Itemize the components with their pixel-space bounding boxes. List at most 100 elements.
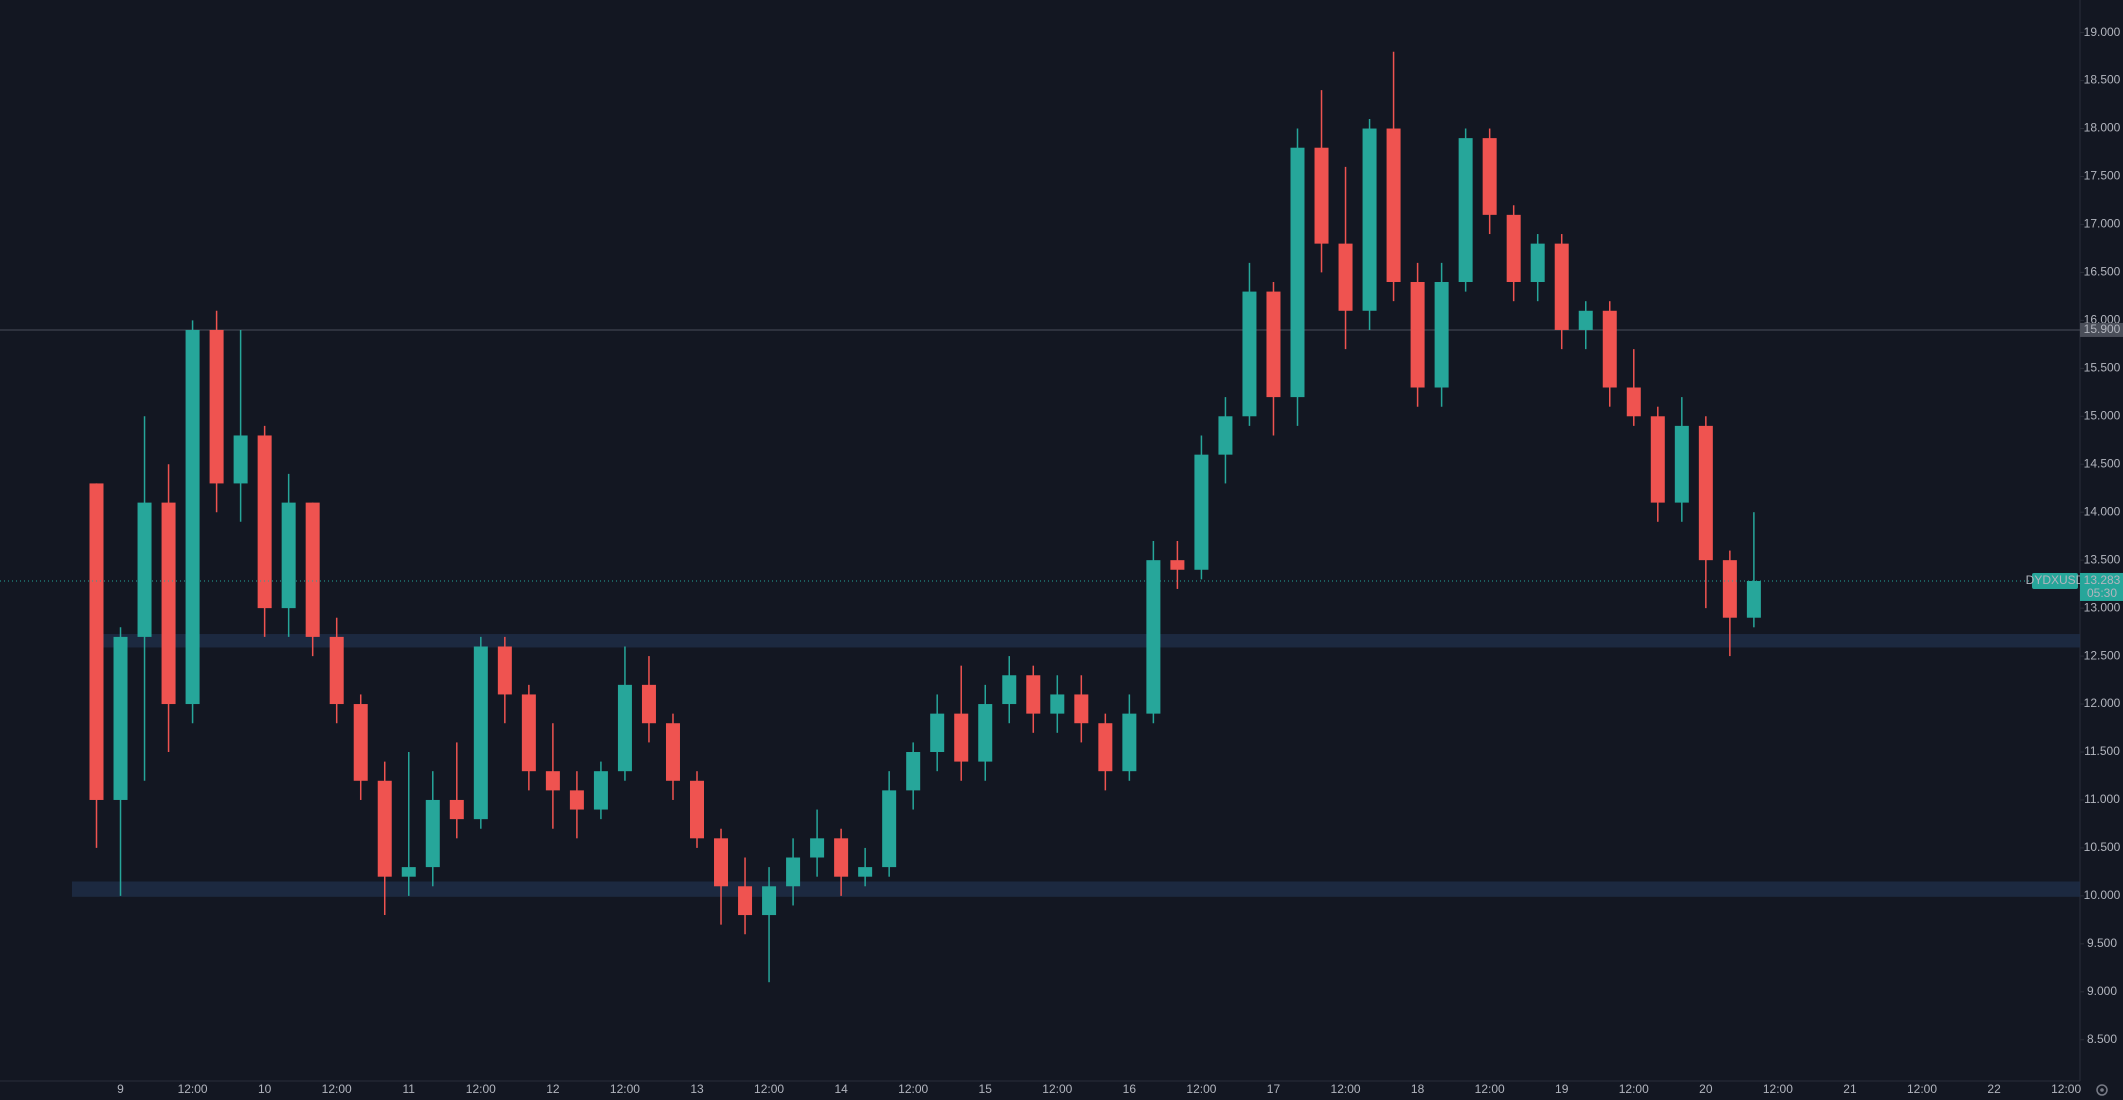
- candle-body: [617, 684, 632, 772]
- candle-body: [930, 713, 945, 752]
- y-tick-label: 17.000: [2084, 217, 2121, 231]
- candle-body: [1218, 416, 1233, 455]
- last-price-label: 13.283: [2084, 573, 2121, 587]
- x-tick-label: 12:00: [1907, 1082, 1937, 1096]
- x-tick-label: 12:00: [178, 1082, 208, 1096]
- candle-body: [665, 723, 680, 781]
- candle-body: [1482, 138, 1497, 215]
- x-tick-label: 12: [546, 1082, 560, 1096]
- x-tick-label: 9: [117, 1082, 124, 1096]
- candle-body: [425, 799, 440, 868]
- candle-body: [810, 838, 825, 858]
- candle-body: [473, 646, 488, 820]
- candle-body: [882, 790, 897, 868]
- y-tick-label: 14.500: [2084, 456, 2121, 470]
- candle-body: [1602, 310, 1617, 388]
- candle-body: [569, 790, 584, 810]
- x-tick-label: 12:00: [1042, 1082, 1072, 1096]
- candle-body: [1410, 282, 1425, 388]
- x-tick-label: 21: [1843, 1082, 1857, 1096]
- candle-body: [185, 329, 200, 705]
- x-tick-label: 17: [1267, 1082, 1281, 1096]
- x-tick-label: 14: [834, 1082, 848, 1096]
- y-tick-label: 10.000: [2084, 888, 2121, 902]
- candle-body: [1746, 580, 1761, 618]
- x-tick-label: 20: [1699, 1082, 1713, 1096]
- candle-body: [449, 799, 464, 820]
- candle-body: [1098, 723, 1113, 772]
- x-tick-label: 16: [1123, 1082, 1137, 1096]
- candle-body: [1434, 282, 1449, 388]
- y-tick-label: 9.000: [2087, 984, 2117, 998]
- y-tick-label: 13.000: [2084, 600, 2121, 614]
- x-tick-label: 12:00: [898, 1082, 928, 1096]
- candle-body: [1002, 675, 1017, 705]
- candle-body: [906, 752, 921, 791]
- price-line-tag: [2080, 322, 2123, 337]
- candle-body: [1530, 243, 1545, 282]
- candle-body: [978, 704, 993, 762]
- symbol-tag: [2032, 572, 2078, 589]
- candle-body: [1074, 694, 1089, 724]
- y-tick-label: 16.500: [2084, 265, 2121, 279]
- candle-body: [1314, 147, 1329, 244]
- candle-body: [281, 502, 296, 609]
- x-tick-label: 12:00: [1619, 1082, 1649, 1096]
- candle-body: [1554, 243, 1569, 330]
- candle-body: [1338, 243, 1353, 311]
- x-tick-label: 13: [690, 1082, 704, 1096]
- candle-body: [89, 483, 104, 800]
- y-tick-label: 18.500: [2084, 73, 2121, 87]
- x-tick-label: 12:00: [1331, 1082, 1361, 1096]
- price-line-label: 15.900: [2084, 322, 2121, 336]
- y-tick-label: 10.500: [2084, 840, 2121, 854]
- candle-body: [954, 713, 969, 762]
- candle-body: [1146, 560, 1161, 714]
- x-tick-label: 12:00: [1763, 1082, 1793, 1096]
- candle-body: [1266, 291, 1281, 398]
- y-tick-label: 19.000: [2084, 25, 2121, 39]
- x-tick-label: 18: [1411, 1082, 1425, 1096]
- y-tick-label: 11.500: [2084, 744, 2120, 758]
- symbol-label: DYDXUSD: [2026, 573, 2085, 587]
- x-tick-label: 12:00: [754, 1082, 784, 1096]
- y-tick-label: 8.500: [2087, 1032, 2117, 1046]
- y-tick-label: 14.000: [2084, 504, 2121, 518]
- support-zone: [72, 881, 2080, 897]
- candle-body: [1386, 128, 1401, 282]
- candle-body: [834, 838, 849, 877]
- settings-icon[interactable]: [2096, 1084, 2108, 1096]
- candle-body: [762, 886, 777, 916]
- x-tick-label: 12:00: [322, 1082, 352, 1096]
- x-tick-label: 10: [258, 1082, 272, 1096]
- candle-body: [738, 886, 753, 916]
- x-tick-label: 12:00: [610, 1082, 640, 1096]
- x-tick-label: 12:00: [2051, 1082, 2081, 1096]
- candle-body: [714, 838, 729, 887]
- candle-body: [1458, 138, 1473, 282]
- x-tick-label: 22: [1987, 1082, 2001, 1096]
- x-tick-label: 12:00: [1475, 1082, 1505, 1096]
- candle-body: [137, 502, 152, 637]
- y-tick-label: 12.500: [2084, 648, 2121, 662]
- candle-body: [1722, 560, 1737, 618]
- y-tick-label: 9.500: [2087, 936, 2117, 950]
- candle-body: [305, 502, 320, 637]
- last-price-tag: [2080, 572, 2123, 601]
- y-tick-label: 18.000: [2084, 121, 2121, 135]
- candle-body: [401, 867, 416, 877]
- x-tick-label: 12:00: [466, 1082, 496, 1096]
- candle-body: [329, 636, 344, 705]
- candle-body: [1698, 425, 1713, 561]
- candle-body: [858, 867, 873, 877]
- x-tick-label: 19: [1555, 1082, 1569, 1096]
- candle-body: [1194, 454, 1209, 570]
- candle-body: [209, 329, 224, 484]
- candle-body: [1506, 214, 1521, 282]
- countdown-label: 05:30: [2087, 586, 2117, 600]
- candle-body: [1122, 713, 1137, 772]
- x-tick-label: 15: [979, 1082, 993, 1096]
- candle-body: [353, 704, 368, 781]
